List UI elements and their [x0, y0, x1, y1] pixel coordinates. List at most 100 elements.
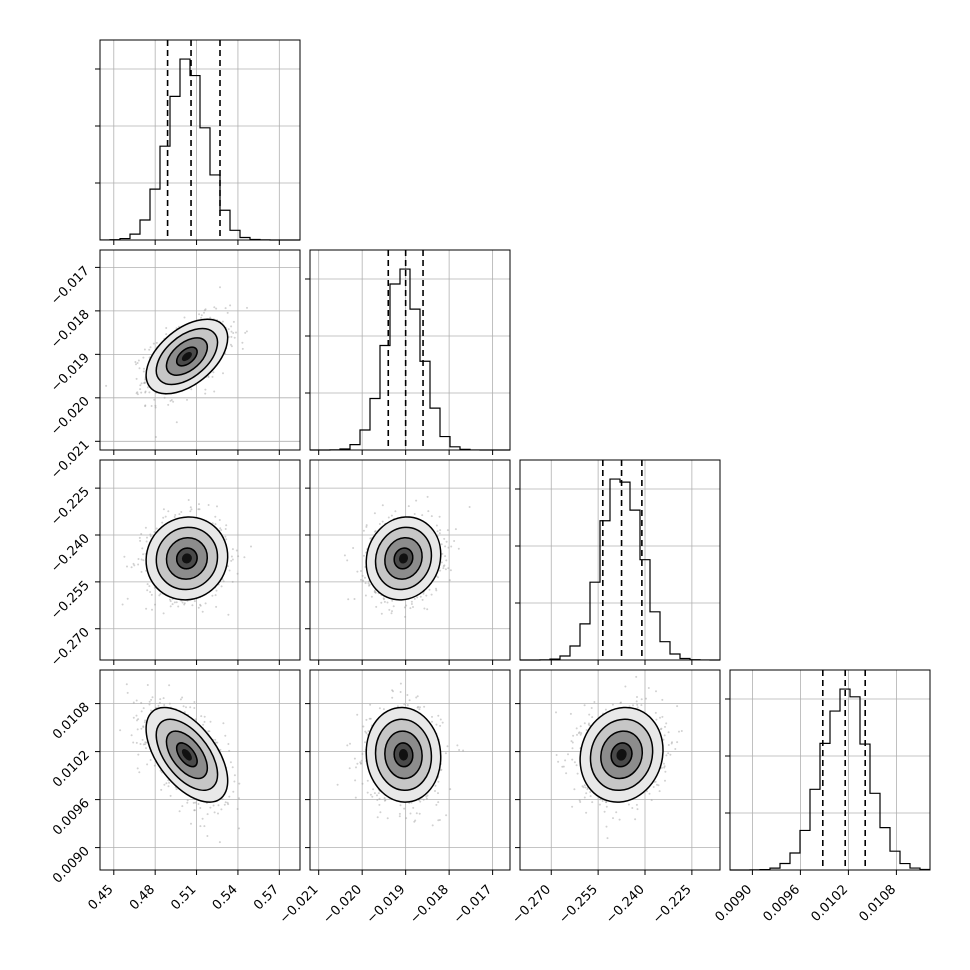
sample-point: [148, 700, 151, 703]
histogram-step: [520, 478, 720, 661]
sample-point: [159, 698, 162, 701]
sample-point: [198, 503, 200, 506]
sample-point: [143, 348, 146, 351]
sample-point: [410, 603, 413, 605]
sample-point: [215, 307, 218, 310]
sample-point: [392, 605, 395, 608]
sample-point: [135, 741, 138, 744]
sample-point: [427, 510, 430, 513]
sample-point: [209, 316, 212, 319]
sample-point: [656, 783, 658, 786]
sample-point: [426, 495, 429, 498]
sample-point: [611, 703, 614, 706]
sample-point: [404, 615, 407, 618]
sample-point: [437, 801, 440, 804]
sample-point: [145, 540, 148, 543]
sample-point: [207, 730, 210, 733]
sample-point: [231, 766, 234, 769]
sample-point: [663, 765, 666, 768]
sample-point: [231, 548, 234, 551]
sample-point: [359, 762, 362, 765]
sample-point: [241, 341, 244, 344]
sample-point: [449, 788, 452, 791]
sample-point: [370, 595, 373, 598]
sample-point: [640, 704, 643, 707]
sample-point: [171, 603, 174, 606]
sample-point: [371, 795, 374, 798]
sample-point: [146, 684, 149, 686]
sample-point: [193, 600, 196, 603]
y-tick-label: −0.020: [48, 394, 93, 439]
sample-point: [445, 814, 448, 817]
sample-point: [217, 804, 220, 807]
sample-point: [391, 610, 393, 613]
sample-point: [374, 591, 377, 594]
sample-point: [346, 559, 349, 562]
sample-point: [418, 708, 421, 711]
sample-point: [250, 545, 252, 548]
sample-point: [159, 593, 162, 595]
x-tick-label: −0.021: [277, 882, 322, 927]
sample-point: [177, 605, 180, 608]
sample-point: [126, 565, 128, 568]
sample-point: [238, 827, 240, 830]
sample-point: [662, 738, 665, 741]
sample-point: [149, 591, 152, 593]
sample-point: [361, 782, 364, 785]
sample-point: [185, 706, 187, 709]
sample-point: [125, 683, 128, 686]
sample-point: [654, 711, 657, 714]
sample-point: [132, 562, 135, 565]
sample-point: [367, 730, 370, 733]
contour-line: [173, 739, 201, 771]
sample-point: [360, 578, 362, 581]
sample-point: [233, 774, 236, 777]
contour-line: [607, 738, 636, 771]
sample-point: [158, 594, 161, 597]
sample-point: [583, 722, 586, 725]
sample-point: [373, 589, 376, 592]
sample-point: [438, 515, 441, 518]
sample-point: [235, 549, 238, 552]
sample-point: [442, 565, 445, 568]
sample-point: [390, 612, 393, 615]
sample-point: [140, 558, 143, 561]
sample-point: [199, 603, 202, 606]
sample-point: [225, 524, 228, 527]
sample-point: [139, 743, 142, 745]
sample-point: [144, 404, 147, 407]
sample-point: [226, 801, 229, 804]
sample-point: [182, 705, 185, 708]
x-tick-label: −0.020: [320, 882, 365, 927]
sample-point: [228, 749, 231, 752]
sample-point: [105, 384, 108, 387]
sample-point: [243, 556, 246, 559]
sample-point: [632, 704, 634, 707]
sample-point: [157, 704, 160, 707]
sample-point: [446, 745, 449, 748]
density-shade: [398, 748, 409, 761]
sample-point: [222, 372, 224, 375]
scatter-panel-1-0: [99, 249, 301, 451]
sample-point: [444, 555, 447, 558]
contour-line: [159, 723, 214, 787]
sample-point: [233, 780, 236, 783]
sample-point: [383, 797, 386, 800]
sample-point: [415, 696, 418, 699]
sample-point: [557, 760, 560, 763]
sample-point: [439, 718, 442, 721]
sample-point: [664, 770, 667, 773]
sample-point: [150, 709, 152, 712]
sample-point: [655, 718, 658, 721]
sample-point: [663, 734, 666, 737]
sample-point: [419, 706, 421, 709]
sample-point: [627, 803, 630, 806]
sample-point: [374, 591, 377, 594]
sample-point: [399, 691, 402, 693]
sample-point: [226, 311, 229, 314]
density-shade: [616, 748, 627, 761]
x-tick-label: −0.255: [556, 882, 601, 927]
sample-point: [148, 585, 151, 588]
sample-point: [153, 531, 156, 533]
sample-point: [175, 601, 178, 604]
